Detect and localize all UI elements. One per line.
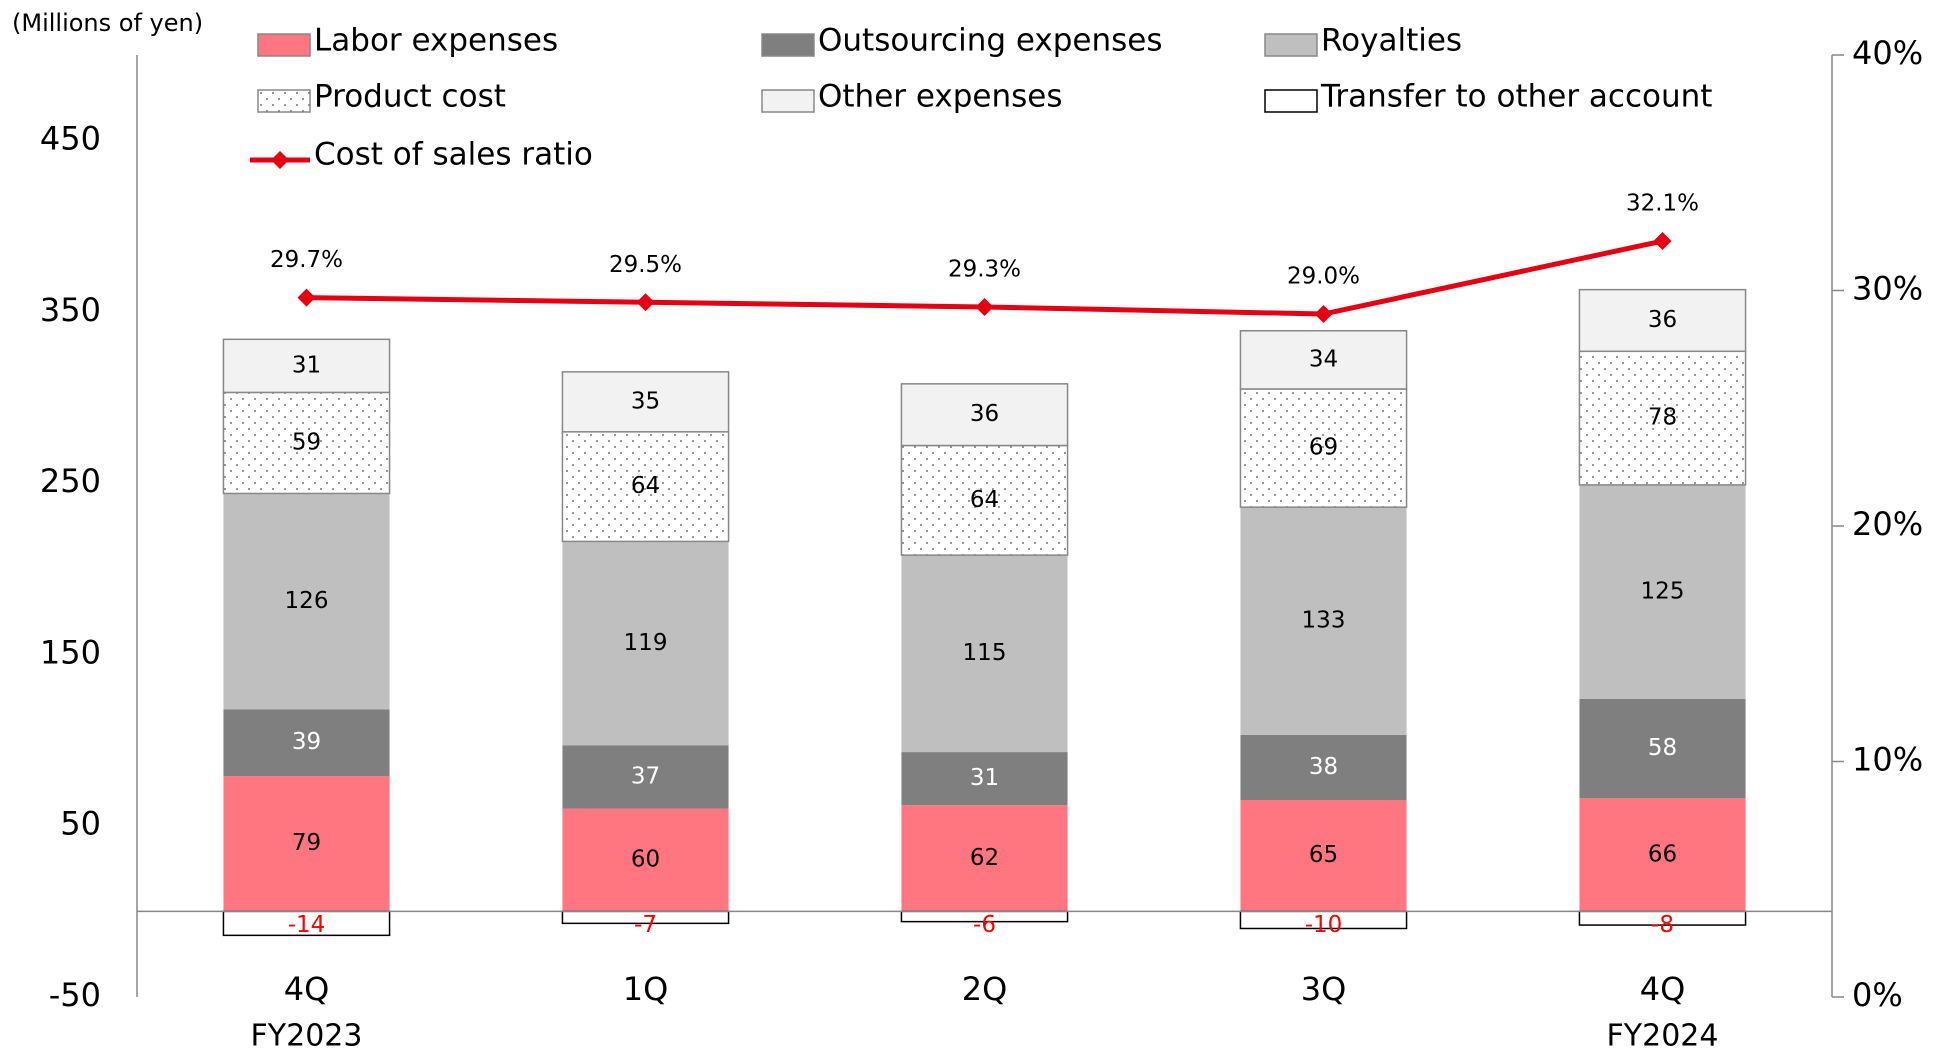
bar-segment — [223, 709, 390, 777]
data-label: -6 — [973, 912, 996, 938]
bar-segment — [562, 808, 729, 912]
data-label: 119 — [624, 630, 668, 656]
data-label: -7 — [634, 912, 657, 938]
bar-segment — [1578, 288, 1747, 353]
bar-segment — [561, 371, 730, 433]
bar-segment — [562, 745, 729, 809]
data-label: 69 — [1309, 435, 1338, 461]
data-label: 37 — [631, 763, 660, 789]
data-label: 66 — [1648, 841, 1677, 867]
y2-tick-label: 30% — [1852, 270, 1923, 308]
ratio-marker — [297, 288, 316, 307]
data-label: 64 — [631, 473, 660, 499]
data-label: -10 — [1305, 912, 1343, 938]
legend-swatch — [1264, 33, 1318, 57]
ratio-label: 29.7% — [270, 247, 343, 273]
ratio-label: 29.0% — [1287, 264, 1360, 290]
y-tick-label: 250 — [40, 462, 101, 500]
bar-segment — [1579, 484, 1746, 699]
legend-label: Other expenses — [818, 79, 1063, 115]
legend-label: Transfer to other account — [1320, 79, 1712, 115]
legend-marker — [271, 151, 289, 169]
data-label: 31 — [970, 765, 999, 791]
data-label: 31 — [292, 352, 321, 378]
legend-swatch — [257, 33, 311, 57]
data-label: -8 — [1651, 912, 1674, 938]
bar-segment — [1579, 798, 1746, 912]
bar-segment — [1240, 734, 1407, 801]
y2-tick-label: 40% — [1852, 34, 1923, 72]
legend-swatch — [761, 33, 815, 57]
data-label: 38 — [1309, 754, 1338, 780]
data-label: 62 — [970, 845, 999, 871]
bar-segment — [561, 431, 730, 543]
y-tick-label: 150 — [40, 633, 101, 671]
y2-tick-label: 0% — [1852, 976, 1903, 1014]
x-tick-sublabel: FY2024 — [1607, 1019, 1719, 1054]
data-label: -14 — [288, 912, 326, 938]
ratio-marker — [636, 293, 655, 312]
data-label: 59 — [292, 429, 321, 455]
bar-segment — [562, 541, 729, 746]
bar-segment — [1240, 800, 1407, 912]
ratio-marker — [1314, 305, 1333, 324]
data-label: 34 — [1309, 346, 1338, 372]
x-tick-label: 3Q — [1301, 970, 1347, 1008]
bar-segment — [1579, 698, 1746, 799]
data-label: 78 — [1648, 405, 1677, 431]
bar-segment — [1240, 507, 1407, 735]
data-label: 58 — [1648, 735, 1677, 761]
data-label: 60 — [631, 846, 660, 872]
x-tick-label: 4Q — [1640, 970, 1686, 1008]
bar-segment — [1239, 388, 1408, 508]
y-tick-label: 450 — [40, 120, 101, 158]
data-label: 36 — [970, 401, 999, 427]
ratio-label: 29.3% — [948, 256, 1021, 282]
legend-label: Cost of sales ratio — [314, 137, 593, 173]
data-label: 125 — [1641, 578, 1685, 604]
x-tick-label: 4Q — [284, 970, 330, 1008]
ratio-label: 32.1% — [1626, 191, 1699, 217]
y-tick-label: -50 — [49, 976, 101, 1014]
data-label: 65 — [1309, 842, 1338, 868]
y2-tick-label: 20% — [1852, 505, 1923, 543]
ratio-marker — [975, 297, 994, 316]
bar-segment — [901, 752, 1068, 806]
bar-segment — [900, 383, 1069, 447]
bar-segment — [901, 805, 1068, 912]
x-tick-sublabel: FY2023 — [251, 1019, 363, 1054]
data-label: 36 — [1648, 307, 1677, 333]
bar-segment — [901, 555, 1068, 753]
y2-tick-label: 10% — [1852, 741, 1923, 779]
y-tick-label: 50 — [60, 805, 101, 843]
bar-segment — [1239, 329, 1408, 390]
data-label: 133 — [1302, 608, 1346, 634]
bar-segment — [222, 338, 391, 394]
bar-segment — [223, 493, 390, 710]
bar-segment — [1578, 350, 1747, 486]
data-label: 79 — [292, 830, 321, 856]
x-tick-label: 2Q — [962, 970, 1008, 1008]
data-label: 39 — [292, 729, 321, 755]
bar-segment — [900, 444, 1069, 556]
legend-swatch — [257, 89, 311, 113]
y-axis-label: (Millions of yen) — [12, 9, 203, 37]
bar-segment — [222, 391, 391, 495]
legend-label: Royalties — [1321, 23, 1462, 59]
ratio-label: 29.5% — [609, 252, 682, 278]
data-label: 35 — [631, 388, 660, 414]
ratio-marker — [1653, 232, 1672, 251]
legend-swatch — [1264, 89, 1318, 113]
data-label: 115 — [963, 640, 1007, 666]
legend-label: Outsourcing expenses — [818, 23, 1163, 59]
y-tick-label: 350 — [40, 291, 101, 329]
legend-label: Labor expenses — [314, 23, 558, 59]
bar-segment — [223, 776, 390, 912]
data-label: 126 — [285, 588, 329, 614]
data-label: 64 — [970, 487, 999, 513]
legend-swatch — [761, 89, 815, 113]
legend-label: Product cost — [314, 79, 506, 115]
x-tick-label: 1Q — [623, 970, 669, 1008]
